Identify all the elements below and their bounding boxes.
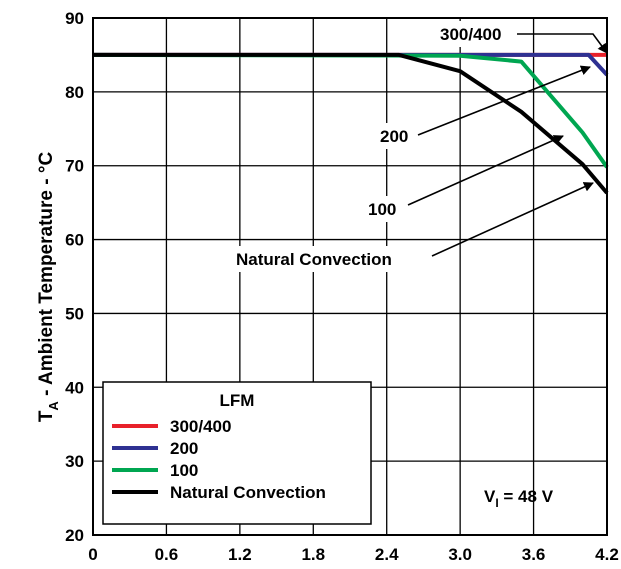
y-tick-label: 80 <box>65 83 84 102</box>
annotation-100: 100 <box>368 200 396 219</box>
legend-label: 300/400 <box>170 417 231 436</box>
annotation-natural-convection: Natural Convection <box>236 250 392 269</box>
x-tick-label: 0 <box>88 545 97 564</box>
series-group <box>92 52 609 195</box>
x-tick-label: 3.0 <box>448 545 472 564</box>
y-axis-label-sub: A <box>46 401 61 411</box>
annotation-natural-bg <box>232 246 432 272</box>
legend-label: 100 <box>170 461 198 480</box>
arrow-200 <box>417 65 591 136</box>
annotation-vi-rest: = 48 V <box>499 487 554 506</box>
annotations: 300/400 200 100 Natural Convection VI = … <box>232 21 608 510</box>
series-line-natural-convection <box>93 52 609 195</box>
annotation-300-400: 300/400 <box>440 25 501 44</box>
y-tick-label: 40 <box>65 378 84 397</box>
legend: LFM 300/400 200 100 Natural Convection <box>102 381 372 525</box>
y-tick-labels: 20 30 40 50 60 70 80 90 <box>65 9 84 545</box>
y-tick-label: 20 <box>65 526 84 545</box>
x-tick-label: 1.8 <box>301 545 325 564</box>
legend-title: LFM <box>220 391 255 410</box>
y-axis-label-main: T <box>36 410 57 422</box>
annotation-300-bg <box>436 21 518 47</box>
x-tick-label: 2.4 <box>375 545 399 564</box>
x-tick-labels: 0 0.6 1.2 1.8 2.4 3.0 3.6 4.2 <box>88 545 619 564</box>
annotation-100-bg <box>364 196 404 222</box>
annotation-200: 200 <box>380 127 408 146</box>
y-tick-label: 50 <box>65 304 84 323</box>
annotation-vi-sub: I <box>495 496 498 510</box>
x-tick-label: 4.2 <box>595 545 619 564</box>
legend-box <box>102 381 372 525</box>
arrow-300-400 <box>517 33 608 54</box>
annotation-vi: VI = 48 V <box>484 487 554 510</box>
arrow-natural-convection <box>431 182 594 257</box>
x-tick-label: 0.6 <box>155 545 179 564</box>
plot-frame <box>92 17 608 536</box>
arrow-100 <box>407 135 564 206</box>
legend-label: 200 <box>170 439 198 458</box>
x-tick-label: 1.2 <box>228 545 252 564</box>
annotation-vi-main: V <box>484 487 496 506</box>
y-tick-label: 90 <box>65 9 84 28</box>
y-tick-label: 60 <box>65 231 84 250</box>
y-axis-label-rest: - Ambient Temperature - °C <box>36 152 57 402</box>
y-tick-label: 70 <box>65 157 84 176</box>
x-tick-label: 3.6 <box>522 545 546 564</box>
annotation-200-bg <box>376 123 416 149</box>
y-axis-label: TA - Ambient Temperature - °C <box>36 152 61 423</box>
legend-label: Natural Convection <box>170 483 326 502</box>
legend-items: 300/400 200 100 Natural Convection <box>112 417 326 502</box>
y-tick-label: 30 <box>65 452 84 471</box>
